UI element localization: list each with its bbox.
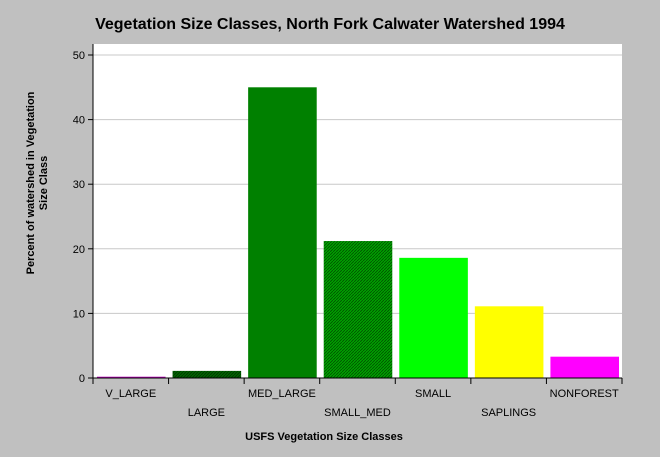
bar-small: [399, 257, 468, 378]
y-tick-label: 30: [73, 179, 85, 191]
y-axis-title-line-2: Size Class: [38, 156, 50, 210]
bars: [97, 87, 619, 379]
bar-med-large: [248, 87, 317, 379]
bar-nonforest: [550, 356, 619, 378]
x-tick-label: V_LARGE: [105, 388, 156, 400]
bar-large: [172, 370, 242, 378]
x-tick-labels: V_LARGE LARGE MED_LARGE SMALL_MED SMALL SAPLI…: [105, 388, 619, 419]
x-tick-label: SAPLINGS: [481, 407, 536, 419]
y-axis-title: Percent of watershed in Vegetation Size …: [25, 91, 50, 274]
y-tick-label: 20: [73, 244, 85, 256]
y-tick-label: 0: [79, 373, 85, 385]
x-tick-label: SMALL: [415, 388, 451, 400]
y-tick-labels: 0 10 20 30 40 50: [73, 50, 85, 385]
y-tick-label: 10: [73, 308, 85, 320]
x-tick-label: NONFOREST: [550, 388, 619, 400]
chart-title: Vegetation Size Classes, North Fork Calw…: [95, 16, 565, 33]
y-tick-label: 40: [73, 115, 85, 127]
bar-saplings: [474, 306, 544, 378]
x-tick-label: LARGE: [188, 407, 225, 419]
y-tick-label: 50: [73, 50, 85, 62]
x-tick-label: MED_LARGE: [248, 388, 316, 400]
bar-v-large: [97, 376, 166, 378]
bar-small-med: [323, 241, 393, 378]
x-tick-label: SMALL_MED: [324, 407, 391, 419]
axes: [88, 44, 623, 384]
x-axis-title: USFS Vegetation Size Classes: [245, 431, 403, 443]
y-axis-title-line-1: Percent of watershed in Vegetation: [25, 91, 37, 274]
